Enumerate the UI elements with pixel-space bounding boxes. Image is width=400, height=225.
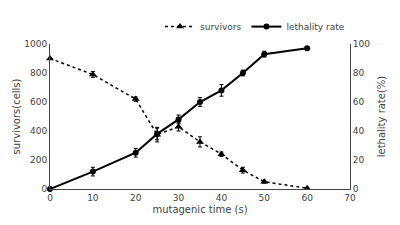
svg-text:20: 20 — [130, 193, 142, 203]
svg-text:600: 600 — [30, 97, 47, 107]
svg-text:40: 40 — [216, 193, 228, 203]
svg-text:400: 400 — [30, 126, 47, 136]
svg-text:80: 80 — [353, 68, 365, 78]
svg-text:0: 0 — [47, 193, 53, 203]
svg-text:200: 200 — [30, 155, 47, 165]
svg-text:1000: 1000 — [24, 39, 47, 49]
svg-text:0: 0 — [353, 184, 359, 194]
svg-text:60: 60 — [353, 97, 365, 107]
svg-text:50: 50 — [259, 193, 271, 203]
svg-text:30: 30 — [173, 193, 185, 203]
svg-text:lethality rate: lethality rate — [286, 22, 344, 32]
svg-text:lethality rate(%): lethality rate(%) — [376, 76, 387, 158]
svg-text:mutagenic time (s): mutagenic time (s) — [152, 204, 247, 215]
svg-text:0: 0 — [41, 184, 47, 194]
svg-text:40: 40 — [353, 126, 365, 136]
svg-text:800: 800 — [30, 68, 47, 78]
svg-text:10: 10 — [87, 193, 99, 203]
svg-text:60: 60 — [301, 193, 313, 203]
svg-text:survivors: survivors — [200, 22, 241, 32]
svg-text:100: 100 — [353, 39, 370, 49]
svg-text:20: 20 — [353, 155, 365, 165]
svg-text:70: 70 — [344, 193, 356, 203]
svg-text:survivors(cells): survivors(cells) — [11, 78, 22, 154]
